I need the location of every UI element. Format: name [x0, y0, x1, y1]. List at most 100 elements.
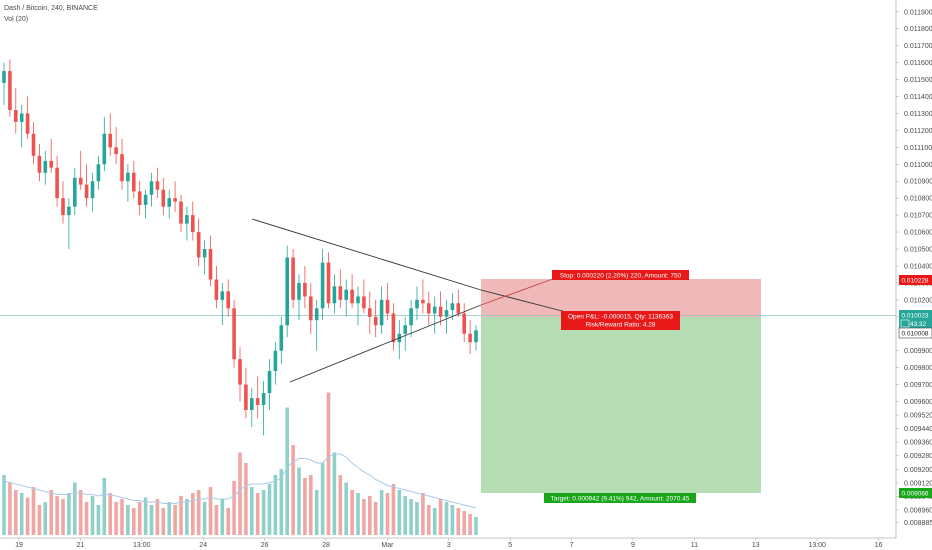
candle-body	[191, 215, 195, 233]
symbol-label: Dash / Bitcoin, 240, BINANCE	[4, 5, 98, 12]
price-tick-label: 0.010400	[904, 263, 932, 270]
pnl-label: Open P&L: -0.000015, Qty: 1136363	[568, 314, 673, 321]
candle-body	[214, 279, 219, 300]
candle-body	[314, 308, 319, 321]
price-tick-label: 0.011000	[904, 162, 932, 169]
time-tick-label: 13:00	[808, 542, 826, 549]
candle-body	[391, 313, 396, 343]
volume-bar	[279, 469, 284, 535]
price-tick-label: 0.011200	[904, 128, 932, 135]
volume-bar	[309, 475, 313, 535]
volume-bar	[421, 493, 425, 535]
time-tick-label: 13	[752, 542, 760, 549]
candle-body	[415, 299, 419, 309]
price-tick-label: 0.010900	[904, 179, 932, 186]
lower-trendline[interactable]	[289, 304, 482, 383]
volume-bar	[415, 502, 419, 535]
volume-bar	[173, 505, 177, 535]
volume-bar	[161, 508, 166, 535]
candle-countdown: 43:32	[910, 321, 927, 328]
candle-body	[78, 177, 83, 185]
volume-bar	[202, 502, 207, 535]
volume-bar	[468, 514, 472, 535]
volume-bar	[427, 505, 431, 535]
pnl-box[interactable]	[561, 311, 680, 330]
volume-bar	[126, 505, 130, 535]
price-axis[interactable]: 0.011900 0.011800 0.011700 0.011600 0.011500…	[896, 9, 932, 527]
price-tick-label: 0.010200	[904, 297, 932, 304]
candle-body	[126, 172, 130, 182]
candle-body	[273, 350, 278, 372]
price-tick-label: 0.008885	[904, 520, 932, 527]
candle-body	[114, 147, 118, 155]
candle-body	[403, 325, 407, 334]
volume-bar	[114, 502, 118, 535]
volume-bar	[291, 445, 295, 535]
volume-bar	[314, 490, 319, 535]
candle-body	[149, 181, 154, 195]
volume-bar	[2, 475, 6, 535]
volume-ma-line	[3, 453, 477, 509]
volume-bar	[344, 482, 348, 535]
time-tick-label: 26	[261, 542, 269, 549]
candle-body	[232, 308, 236, 360]
time-tick-label: 24	[199, 542, 207, 549]
volume-bar	[96, 505, 101, 535]
stop-label-box[interactable]	[552, 270, 689, 280]
price-tick-label: 0.009700	[904, 382, 932, 389]
candle-body	[226, 291, 230, 309]
volume-bar	[191, 493, 195, 535]
upper-trendline-extension[interactable]	[480, 289, 567, 313]
volume-bar	[179, 496, 183, 535]
volume-bar	[167, 502, 171, 535]
volume-bar	[143, 497, 148, 535]
candle-body	[320, 262, 325, 309]
candle-body	[338, 286, 343, 300]
price-tick-label: 0.011500	[904, 77, 932, 84]
candle-body	[350, 289, 354, 304]
volume-bar	[61, 499, 65, 535]
candle-body	[427, 303, 431, 314]
target-label: Target: 0.000942 (9.41%) 942, Amount: 20…	[551, 496, 690, 503]
candle-body	[179, 201, 183, 224]
candle-body	[379, 299, 384, 326]
volume-bar	[338, 475, 343, 535]
volume-bar	[14, 490, 18, 535]
price-tick-label: 0.011400	[904, 94, 932, 101]
upper-trendline[interactable]	[251, 218, 482, 291]
candle-body	[84, 184, 89, 199]
target-zone[interactable]	[481, 317, 761, 493]
price-tick-label: 0.011700	[904, 43, 932, 50]
target-price-value: 0.009066	[901, 491, 928, 498]
candle-body	[238, 359, 242, 385]
volume-bar	[185, 499, 189, 535]
volume-bar	[196, 490, 201, 535]
volume-bar	[356, 493, 360, 535]
volume-bar	[474, 517, 478, 535]
candle-body	[261, 393, 266, 405]
candle-body	[102, 133, 107, 165]
volume-bar	[267, 484, 272, 535]
price-tick-label: 0.009600	[904, 399, 932, 406]
candle-body	[220, 291, 225, 300]
candle-body	[309, 296, 313, 321]
volume-bar	[444, 502, 449, 535]
volume-bar	[244, 463, 248, 535]
candle-body	[96, 164, 101, 182]
candle-body	[37, 155, 42, 173]
volume-bar	[8, 482, 12, 535]
volume-bar	[362, 499, 366, 535]
candle-body	[462, 313, 466, 334]
risk-reward-label: Risk/Reward Ratio: 4.28	[585, 322, 655, 329]
volume-bar	[297, 467, 301, 535]
volume-bar	[332, 452, 337, 535]
target-label-box[interactable]	[544, 493, 696, 503]
time-tick-label: 13:00	[133, 542, 151, 549]
volume-bar	[137, 502, 142, 535]
stop-zone[interactable]	[481, 279, 761, 317]
price-tick-label: 0.010600	[904, 230, 932, 237]
time-tick-label: 7	[570, 542, 574, 549]
price-tick-label: 0.010700	[904, 213, 932, 220]
